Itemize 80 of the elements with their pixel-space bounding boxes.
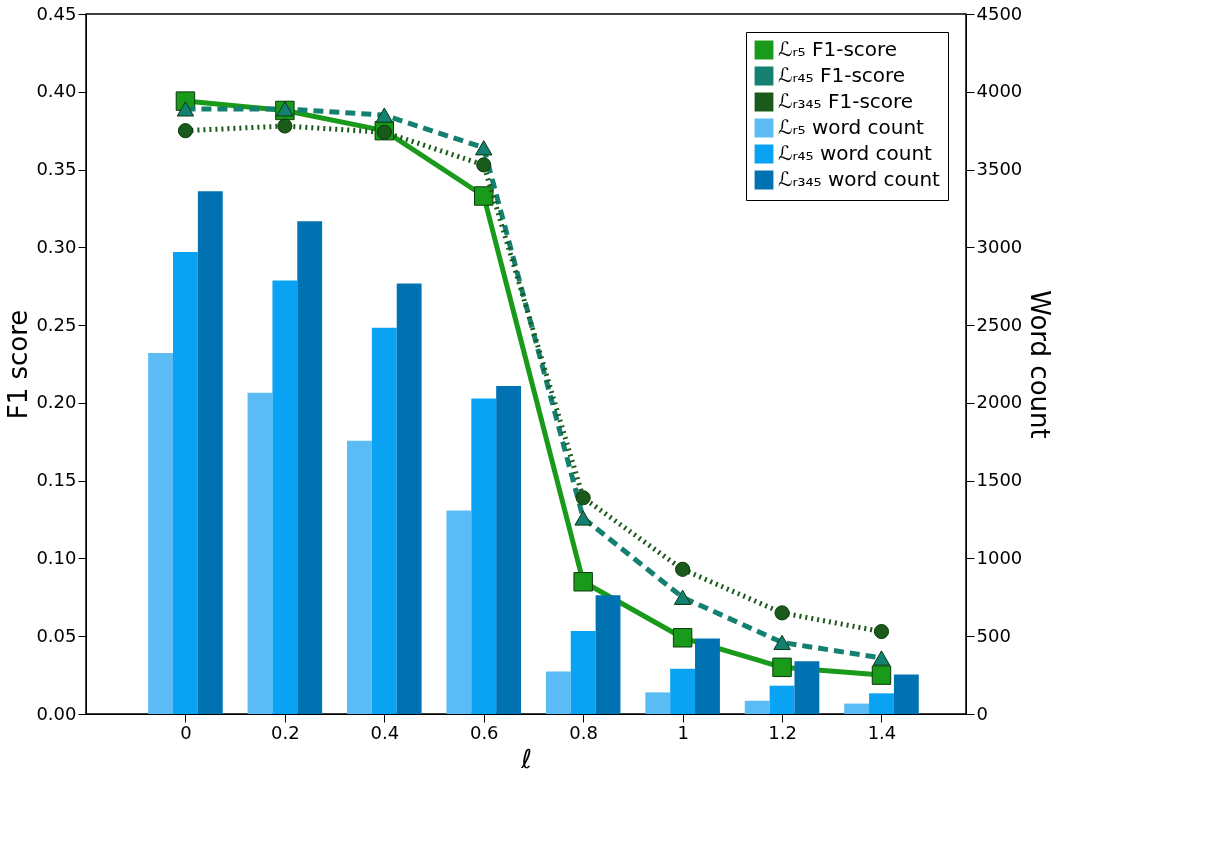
y2-tick-label: 3000 [976,235,1023,257]
point [675,561,691,577]
point [873,624,890,640]
legend-label: ℒᵣ₄₅ F1-score [778,63,906,87]
point [773,634,791,651]
bar [545,671,571,714]
point [772,657,792,678]
bar [173,252,198,714]
x-tick-label: 1.2 [768,721,797,743]
y-tick-label: 0.00 [36,702,77,724]
y2-tick-label: 4000 [976,80,1023,102]
y2-tick-label: 4500 [976,2,1023,24]
bar [197,191,223,714]
y-tick-label: 0.20 [36,391,77,413]
bar [396,283,422,714]
bar [844,703,870,714]
x-tick-label: 1.4 [867,721,897,743]
legend-label: ℒᵣ₄₅ word count [778,141,933,165]
y-tick-label: 0.15 [36,469,77,491]
legend-label: ℒᵣ₃₄₅ word count [778,167,941,191]
y-tick-label: 0.40 [36,80,77,102]
point [277,118,293,134]
point [476,157,492,173]
bar [272,280,298,714]
point [375,107,394,123]
bar [371,327,397,714]
y2-tick-label: 2000 [976,391,1023,413]
point [176,101,195,117]
bar [471,398,497,714]
point [871,665,892,685]
x-tick-label: 0.4 [370,721,400,743]
y2-tick-label: 500 [976,624,1011,646]
bar [570,631,596,714]
point [574,510,592,526]
y2-tick-label: 1000 [976,546,1023,568]
x-tick-label: 0 [180,721,192,743]
bar [769,685,795,714]
legend-label: ℒᵣ₅ word count [778,115,925,139]
y-tick-label: 0.10 [36,546,77,568]
y2-axis-title: Word count [1025,290,1056,439]
point [474,186,494,206]
bar [794,661,820,714]
point [177,123,194,139]
y-axis-title: F1 score [3,309,34,420]
x-axis-title: ℓ [520,743,532,774]
x-tick-label: 0.6 [469,721,499,743]
bar [645,692,671,714]
point [573,572,593,592]
y-tick-label: 0.25 [36,313,77,335]
bar [595,595,621,714]
bar [446,510,472,714]
bar [347,440,372,714]
point [872,650,891,666]
legend-label: ℒᵣ₃₄₅ F1-score [778,89,914,113]
y2-tick-label: 2500 [976,313,1023,335]
bar [247,392,273,714]
point [475,140,493,156]
y-tick-label: 0.30 [36,235,77,257]
y2-tick-label: 3500 [976,158,1023,180]
y2-tick-label: 1500 [976,469,1023,491]
x-tick-label: 0.8 [569,721,598,743]
bar [893,674,919,714]
point [575,490,591,506]
bar [670,668,696,714]
y2-tick-label: 0 [976,702,988,724]
bar [297,221,323,714]
point [774,605,790,621]
point [672,628,693,648]
x-tick-label: 0.2 [271,721,300,743]
y-tick-label: 0.05 [36,624,77,646]
point [673,589,692,605]
bar [869,693,894,714]
y-tick-label: 0.45 [36,2,77,24]
bar [744,700,770,714]
y-tick-label: 0.35 [36,158,77,180]
bar [148,353,174,714]
x-tick-label: 1 [677,721,689,743]
legend-label: ℒᵣ₅ F1-score [778,37,898,61]
bar [695,638,720,714]
bar [496,386,522,714]
